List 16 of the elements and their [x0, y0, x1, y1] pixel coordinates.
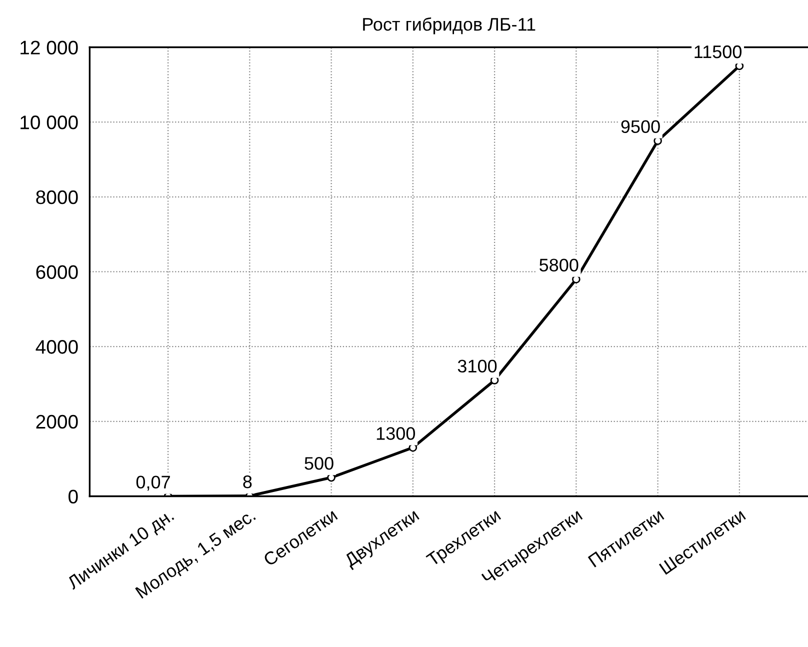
data-label: 11500 [694, 45, 742, 58]
y-tick-label: 8000 [36, 190, 78, 204]
y-tick-label: 12 000 [20, 40, 78, 54]
data-label: 8 [243, 475, 252, 488]
data-label: 3100 [458, 360, 497, 373]
y-tick-label: 2000 [36, 414, 78, 429]
y-tick-label: 4000 [36, 340, 78, 354]
data-label: 1300 [376, 427, 416, 440]
chart-title: Рост гибридов ЛБ-11 [363, 17, 536, 34]
data-label: 5800 [540, 258, 578, 272]
data-label: 9500 [621, 120, 660, 134]
data-label: 0,07 [136, 476, 170, 491]
data-label: 500 [304, 457, 334, 470]
y-tick-label: 6000 [36, 265, 78, 279]
y-tick-label: 0 [68, 490, 78, 504]
y-tick-label: 10 000 [20, 116, 78, 130]
